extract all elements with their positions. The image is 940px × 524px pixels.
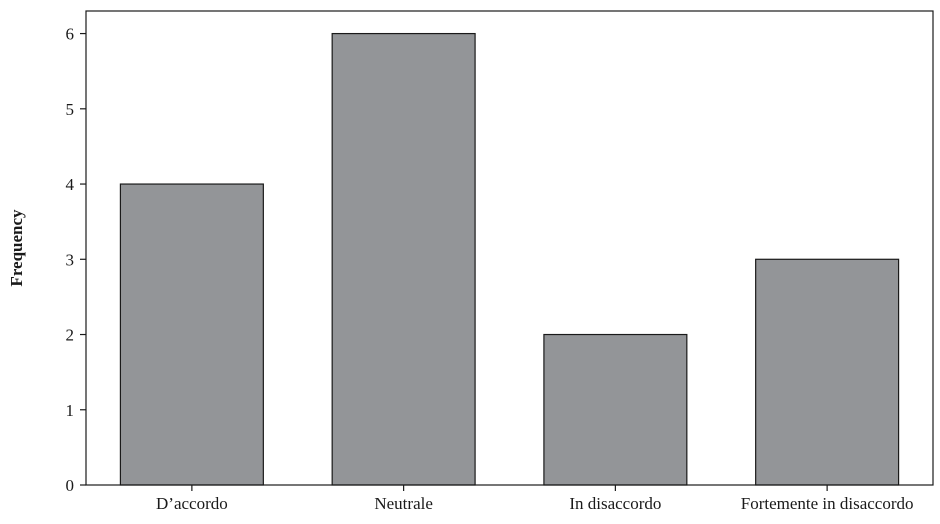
bars-group — [119, 32, 900, 486]
y-tick-label: 2 — [66, 326, 75, 345]
x-tick-label: D’accordo — [156, 494, 228, 513]
x-axis: D’accordo Neutrale In disaccordo Fortemente… — [156, 485, 914, 513]
y-axis: 0 1 2 3 4 5 6 — [66, 25, 86, 495]
bar — [119, 183, 264, 486]
bar — [755, 258, 900, 486]
x-tick-label: In disaccordo — [569, 494, 661, 513]
x-tick-label: Neutrale — [374, 494, 433, 513]
bar — [331, 32, 476, 486]
x-tick-label: Fortemente in disaccordo — [741, 494, 914, 513]
y-tick-label: 0 — [66, 476, 75, 495]
y-tick-label: 4 — [66, 175, 75, 194]
y-axis-title: Frequency — [7, 209, 26, 287]
plot-area-frame — [85, 10, 934, 486]
bar — [543, 333, 688, 486]
y-tick-label: 1 — [66, 401, 75, 420]
y-tick-label: 6 — [66, 25, 75, 44]
y-tick-label: 5 — [66, 100, 75, 119]
y-tick-label: 3 — [66, 250, 75, 269]
plot-frame — [85, 10, 934, 486]
